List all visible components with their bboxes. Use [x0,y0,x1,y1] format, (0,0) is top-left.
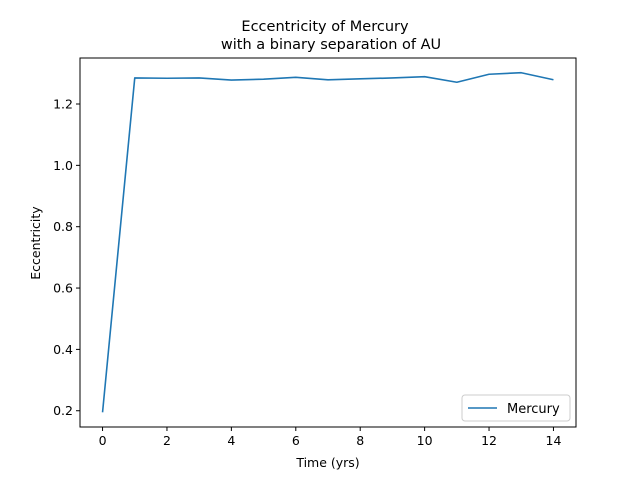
series-line-mercury [101,71,554,413]
y-tick-label: 0.4 [53,342,73,357]
x-tick-label: 12 [481,433,497,448]
x-tick-label: 2 [163,433,171,448]
axis-ticks: 0 2 4 6 8 10 12 14 0.2 0.4 0.6 0.8 1.0 1.2 [53,97,561,448]
legend: Mercury [461,394,571,422]
y-axis-label: Eccentricity [28,206,43,280]
y-tick-label: 0.2 [53,403,73,418]
x-tick-label: 14 [546,433,562,448]
chart-title-line2: with a binary separation of AU [221,37,441,53]
chart-title-line1: Eccentricity of Mercury [241,19,409,35]
legend-box [461,394,571,422]
y-tick-label: 1.2 [53,97,73,112]
x-tick-label: 0 [99,433,107,448]
y-tick-label: 0.6 [53,281,73,296]
x-tick-label: 8 [356,433,364,448]
y-tick-label: 0.8 [53,219,73,234]
x-tick-label: 6 [292,433,300,448]
x-axis-label: Time (yrs) [295,455,359,470]
plot-area [101,71,554,413]
axes-frame [79,57,577,428]
x-tick-label: 4 [227,433,235,448]
x-tick-label: 10 [417,433,433,448]
y-tick-label: 1.0 [53,158,73,173]
legend-label-mercury: Mercury [507,402,560,417]
